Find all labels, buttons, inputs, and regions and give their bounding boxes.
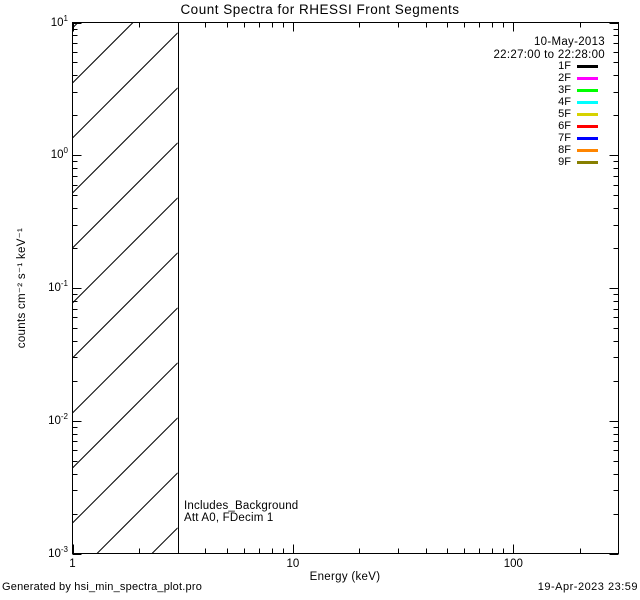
legend-label: 8F [558,144,571,156]
legend-row: 4F [478,96,598,108]
y-tick-label: 10-2 [48,411,68,427]
legend-row: 8F [478,144,598,156]
y-tick-label: 101 [50,13,68,29]
legend-color-swatch [577,88,598,92]
legend-label: 5F [558,108,571,120]
legend-row: 9F [478,156,598,168]
legend-label: 3F [558,84,571,96]
legend-header: 10-May-2013 22:27:00 to 22:28:00 [493,36,605,62]
legend-label: 9F [558,156,571,168]
legend-color-swatch [577,124,598,128]
legend-label: 6F [558,120,571,132]
legend-time-range: 22:27:00 to 22:28:00 [493,49,605,61]
x-tick-label: 10 [286,558,300,570]
legend-row: 3F [478,84,598,96]
legend-label: 2F [558,72,571,84]
annotation-block: Includes_Background Att A0, FDecim 1 [184,500,299,524]
chart-title: Count Spectra for RHESSI Front Segments [180,2,460,17]
render-timestamp: 19-Apr-2023 23:59 [537,581,638,593]
y-tick-label: 100 [50,146,68,162]
legend-color-swatch [577,100,598,104]
legend-row: 2F [478,72,598,84]
legend-color-swatch [577,136,598,140]
legend: 1F 2F 3F 4F 5F 6F 7F 8F 9F [478,60,598,168]
y-axis-title: counts cm⁻² s⁻¹ keV⁻¹ [16,227,28,349]
x-tick-label: 100 [503,558,523,570]
legend-row: 5F [478,108,598,120]
annotation-background: Includes_Background [184,500,299,512]
x-tick-label: 1 [69,558,76,570]
legend-color-swatch [577,64,598,68]
annotation-attenuator: Att A0, FDecim 1 [184,511,274,524]
legend-label: 7F [558,132,571,144]
legend-row: 7F [478,132,598,144]
hatched-region [72,22,178,554]
legend-color-swatch [577,148,598,152]
legend-color-swatch [577,160,598,164]
y-tick-label: 10-1 [48,279,68,294]
y-tick-label: 10-3 [48,544,68,560]
legend-color-swatch [577,112,598,116]
legend-date: 10-May-2013 [533,36,605,48]
legend-row: 1F [478,60,598,72]
x-axis-title: Energy (keV) [309,571,381,583]
legend-color-swatch [577,76,598,80]
legend-label: 4F [558,96,571,108]
legend-label: 1F [558,60,571,72]
legend-row: 6F [478,120,598,132]
generated-by-text: Generated by hsi_min_spectra_plot.pro [2,581,203,593]
